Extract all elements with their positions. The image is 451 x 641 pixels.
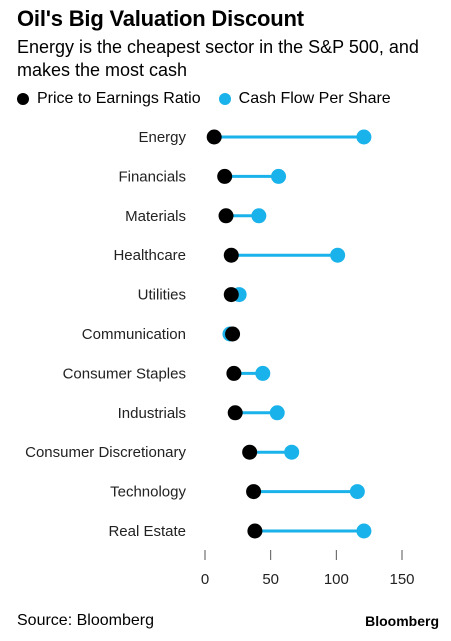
cfps-point-materials (251, 208, 267, 224)
category-label-materials: Materials (125, 208, 186, 225)
legend: Price to Earnings Ratio Cash Flow Per Sh… (17, 90, 409, 108)
pe-point-industrials (227, 405, 243, 421)
category-label-utilities: Utilities (138, 287, 186, 304)
category-label-real-estate: Real Estate (108, 523, 186, 540)
cfps-point-technology (349, 484, 365, 500)
pe-point-technology (246, 484, 262, 500)
pe-point-healthcare (223, 247, 239, 263)
cfps-point-industrials (269, 405, 285, 421)
x-tick-label-50: 50 (262, 571, 279, 588)
cfps-point-healthcare (330, 247, 346, 263)
legend-item-pe: Price to Earnings Ratio (17, 90, 201, 108)
chart-title: Oil's Big Valuation Discount (17, 6, 304, 31)
cfps-point-consumer-discretionary (284, 444, 300, 460)
legend-label-cfps: Cash Flow Per Share (238, 90, 391, 107)
cfps-point-real-estate (356, 523, 372, 539)
legend-dot-black-icon (17, 93, 29, 105)
brand-logo: Bloomberg (365, 613, 439, 629)
category-label-healthcare: Healthcare (113, 247, 186, 264)
x-tick-label-150: 150 (389, 571, 414, 588)
category-label-consumer-staples: Consumer Staples (63, 365, 186, 382)
pe-point-energy (206, 129, 222, 145)
category-label-communication: Communication (82, 326, 186, 343)
category-label-financials: Financials (118, 168, 186, 185)
cfps-point-consumer-staples (255, 365, 271, 381)
dumbbell-chart: Energy Financials Materials Healthcare Utili… (25, 129, 414, 588)
pe-point-financials (217, 168, 233, 184)
legend-item-cfps: Cash Flow Per Share (218, 90, 391, 108)
category-label-consumer-discretionary: Consumer Discretionary (25, 444, 186, 461)
cfps-point-financials (271, 168, 287, 184)
chart-subtitle: Energy is the cheapest sector in the S&P… (17, 37, 419, 80)
legend-dot-blue-icon (218, 93, 231, 105)
legend-label-pe: Price to Earnings Ratio (37, 90, 201, 107)
pe-point-communication (225, 326, 241, 342)
category-label-technology: Technology (110, 484, 186, 501)
cfps-point-energy (356, 129, 372, 145)
category-label-energy: Energy (138, 129, 186, 146)
x-tick-label-100: 100 (324, 571, 349, 588)
pe-point-utilities (223, 287, 239, 303)
pe-point-real-estate (247, 523, 263, 539)
x-tick-label-0: 0 (201, 571, 209, 588)
source-note: Source: Bloomberg (17, 612, 154, 629)
pe-point-materials (218, 208, 234, 224)
category-label-industrials: Industrials (118, 405, 186, 422)
pe-point-consumer-discretionary (242, 444, 258, 460)
pe-point-consumer-staples (226, 365, 242, 381)
